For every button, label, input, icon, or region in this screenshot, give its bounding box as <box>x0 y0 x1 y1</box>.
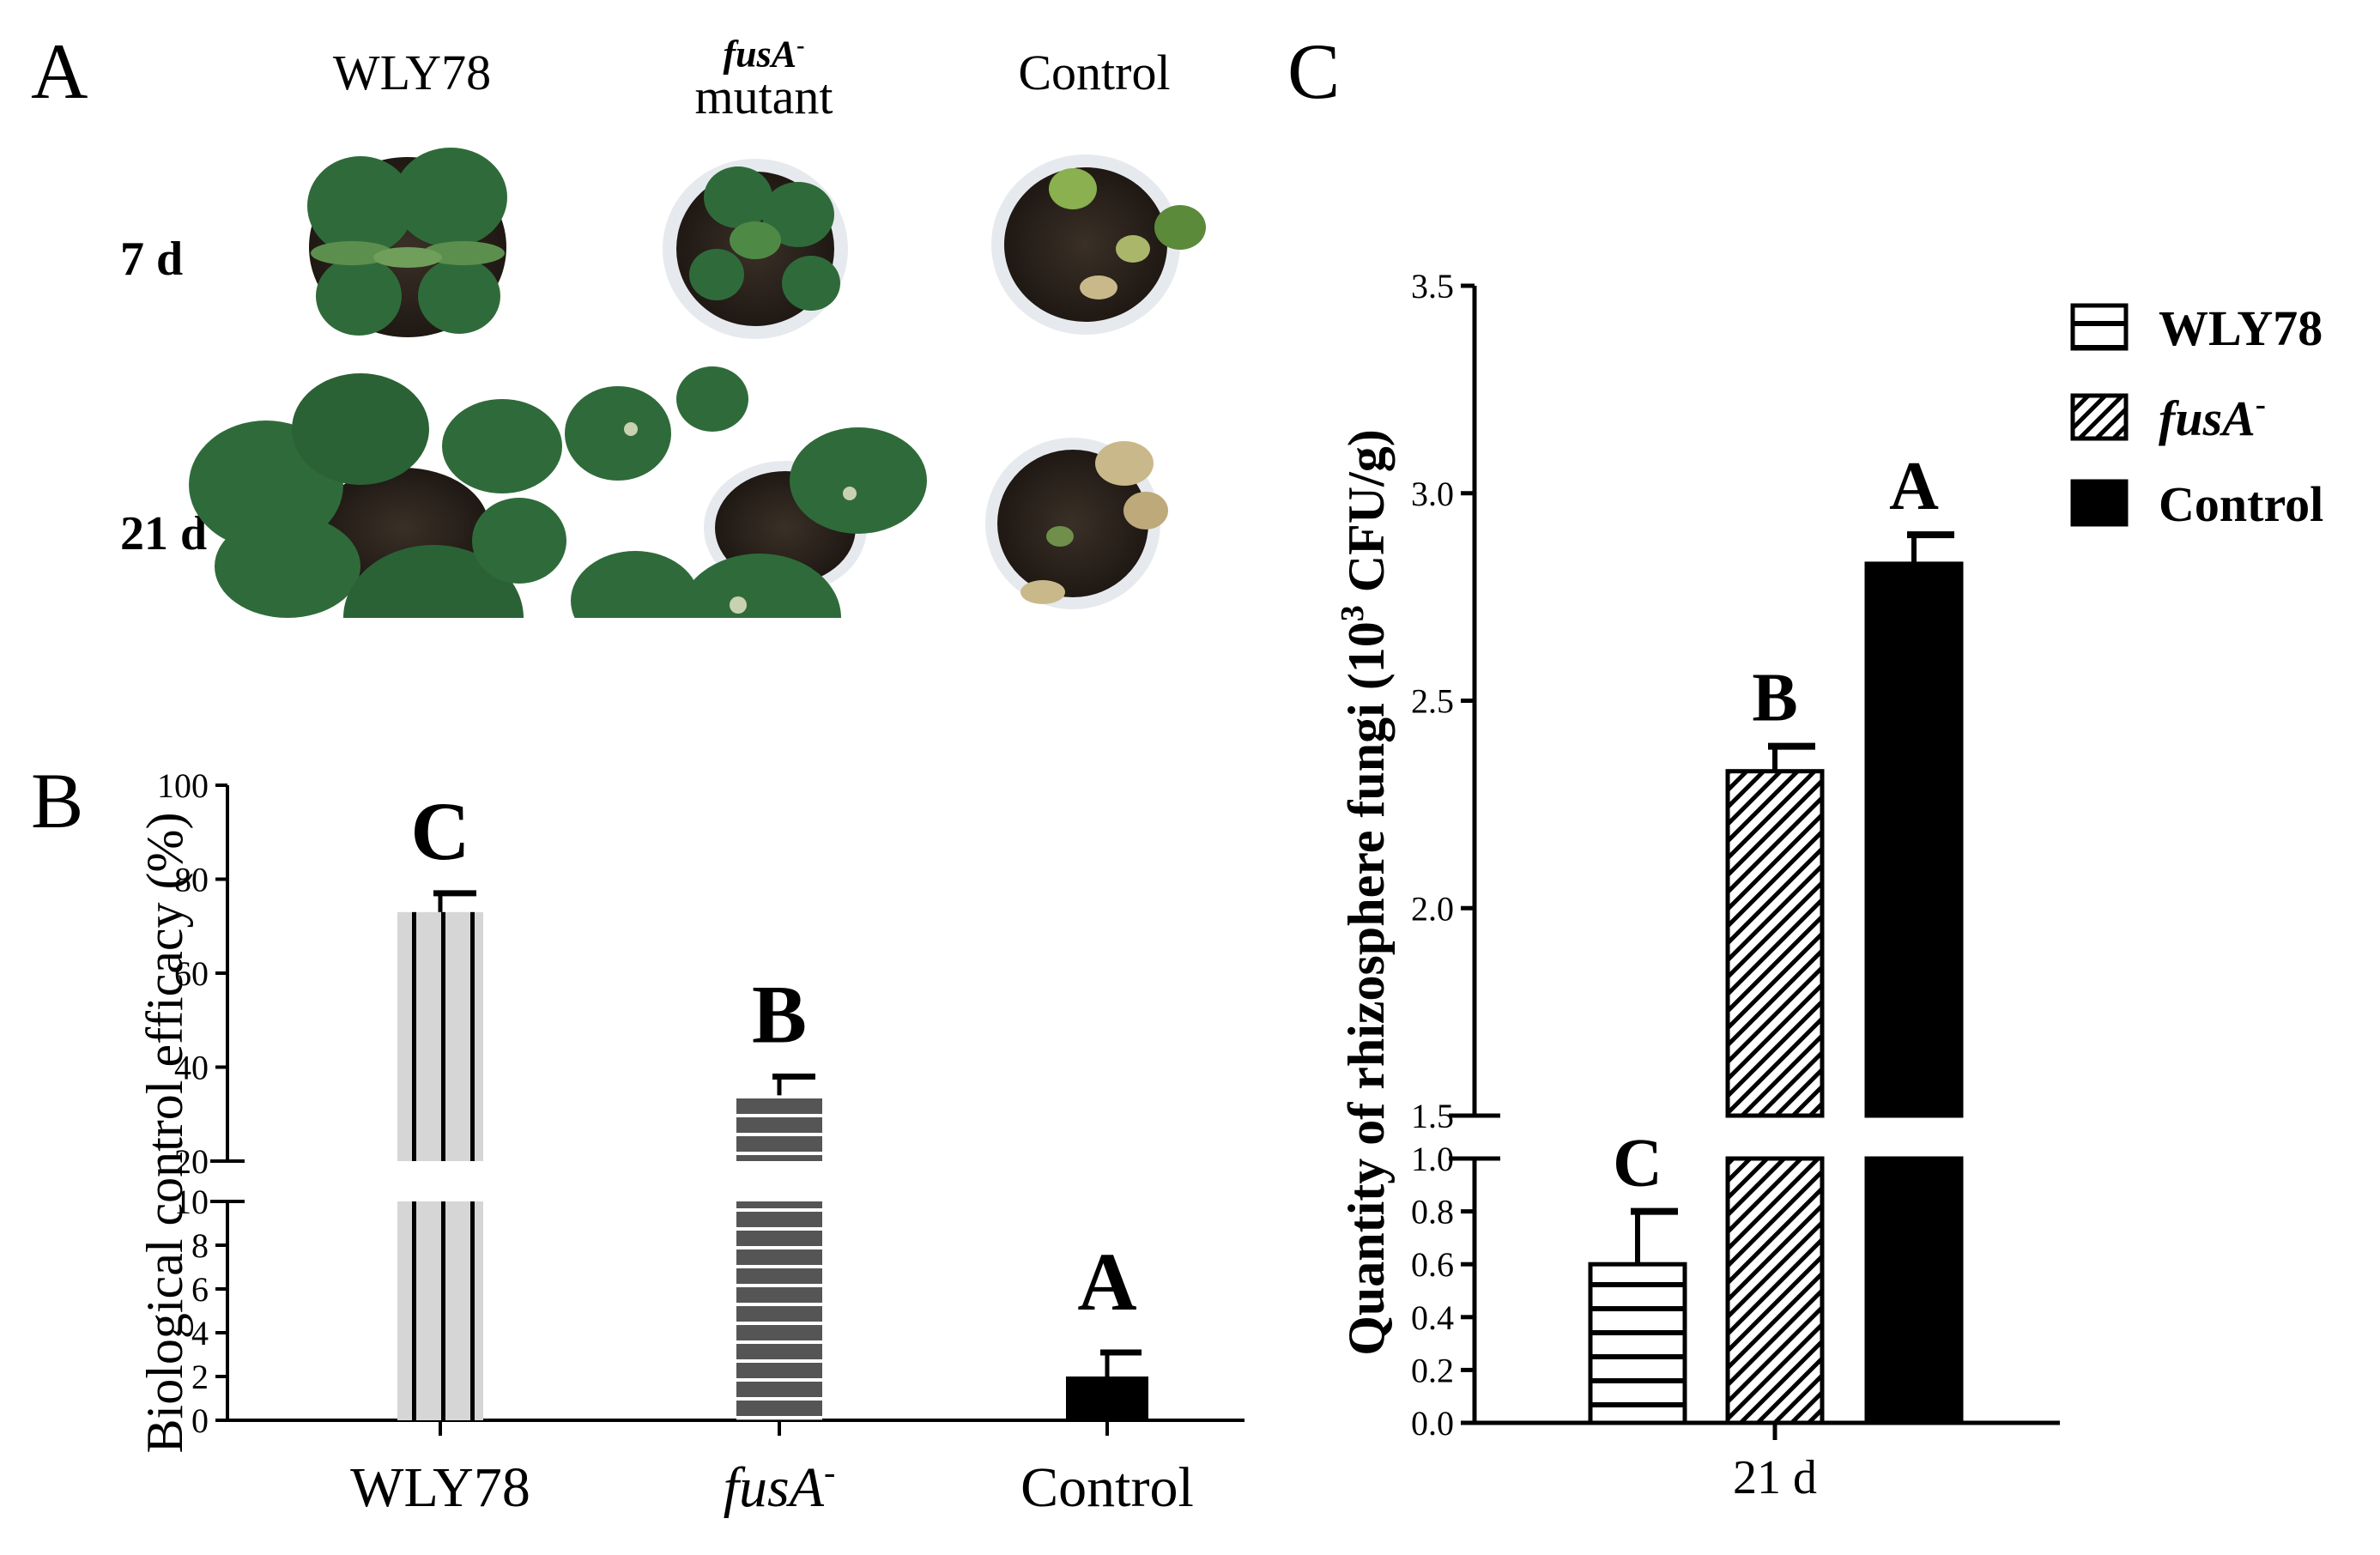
chart-c-ytick-label: 2.5 <box>1411 682 1454 721</box>
photo-21d-fusa <box>565 366 927 618</box>
chart-b-ytick-label: 0 <box>191 1401 209 1440</box>
chart-c-sig-letter: A <box>1889 449 1939 524</box>
chart-b-ytick-label: 40 <box>174 1049 209 1087</box>
chart-b-ytick-label: 20 <box>174 1142 209 1181</box>
chart-b-ytick-label: 2 <box>191 1358 209 1396</box>
chart-c-ytick-label: 3.0 <box>1411 475 1454 513</box>
column-header-fusa-sup: - <box>796 33 805 59</box>
chart-c-ytick-label: 0.2 <box>1411 1351 1454 1389</box>
chart-b-xtick-label-text: Control <box>1020 1456 1194 1519</box>
chart-c-legend-label: Control <box>2159 476 2323 532</box>
chart-b-ytick-label: 6 <box>191 1270 209 1309</box>
photo-grid <box>189 148 1206 618</box>
chart-b-xtick-label-text: WLY78 <box>350 1456 530 1519</box>
chart-b-ytick-label: 8 <box>191 1226 209 1265</box>
chart-b-ytick-label: 80 <box>174 861 209 899</box>
chart-b-ytick-label: 60 <box>174 954 209 993</box>
chart-b-bar-upper <box>397 911 483 1161</box>
column-header-fusa-name: fusA- <box>661 34 867 74</box>
chart-b-ytick-label: 4 <box>191 1314 209 1352</box>
chart-c-bar <box>1588 1262 1687 1425</box>
chart-b-bar-lower <box>736 1201 822 1420</box>
chart-c-ytick-label: 0.4 <box>1411 1298 1454 1337</box>
chart-c-bar-upper <box>1864 561 1964 1118</box>
chart-c-ytick-label: 1.0 <box>1411 1140 1454 1178</box>
chart-c-bar-lower <box>1864 1156 1964 1425</box>
column-header-fusa-sub: mutant <box>694 68 833 124</box>
photo-7d-control <box>991 154 1206 335</box>
photo-7d-fusa <box>663 159 848 339</box>
photo-21d-control <box>985 438 1168 609</box>
chart-b-bar <box>1066 1377 1148 1420</box>
chart-b-xtick-label: fusA- <box>724 1453 836 1519</box>
chart-c-sig-letter: C <box>1613 1126 1662 1201</box>
column-header-fusa-text: fusA <box>723 33 797 76</box>
column-header-control-text: Control <box>1018 45 1171 100</box>
chart-c-xlabel: 21 d <box>1733 1451 1817 1504</box>
chart-c-sig-letter: B <box>1752 661 1797 736</box>
chart-b: Biological control efficacy (%) 0 2 4 6 8 102… <box>136 766 1245 1519</box>
photo-21d-wly78 <box>189 373 566 618</box>
column-header-wly78: WLY78 <box>309 48 515 98</box>
chart-c-legend-swatch <box>2070 303 2129 351</box>
chart-c-ylabel-main: Quantity of rhizosphere fungi (10 <box>1338 621 1395 1356</box>
column-header-wly78-text: WLY78 <box>332 45 492 100</box>
chart-c-bar-upper <box>1725 769 1825 1118</box>
chart-c-ytick-label: 1.5 <box>1411 1097 1454 1135</box>
column-header-control: Control <box>991 48 1197 98</box>
panel-label-b: B <box>31 757 84 844</box>
chart-b-xtick-label: WLY78 <box>350 1456 530 1519</box>
chart-c-ytick-label: 0.6 <box>1411 1245 1454 1284</box>
chart-c-legend-label-sup: - <box>2256 387 2266 421</box>
chart-c-ylabel: Quantity of rhizosphere fungi (103 CFU/g… <box>1335 429 1395 1356</box>
chart-c-legend-swatch <box>2070 479 2129 527</box>
chart-c-ytick-label: 0.0 <box>1411 1404 1454 1443</box>
chart-c-ytick-label: 3.5 <box>1411 267 1454 306</box>
panel-label-c: C <box>1287 27 1341 115</box>
chart-c-ytick-label: 0.8 <box>1411 1193 1454 1231</box>
chart-c-legend-swatch <box>2070 393 2129 441</box>
chart-c-plot: 0.0 0.2 0.4 0.6 0.8 1.0 1.5 2.0 2.5 3.0 3.5 C B A 21 d… <box>1411 267 2323 1504</box>
chart-b-xtick-label-text: fusA <box>724 1456 825 1519</box>
chart-c-ylabel-tail: CFU/g) <box>1338 429 1395 605</box>
row-label-21d: 21 d <box>120 507 208 560</box>
chart-c-legend-label-text: Control <box>2159 476 2323 532</box>
column-header-fusa: fusA- mutant <box>661 34 867 122</box>
chart-b-bar-lower <box>397 1201 483 1420</box>
chart-c-ytick-label: 2.0 <box>1411 889 1454 928</box>
chart-b-bar-upper <box>736 1095 822 1161</box>
chart-b-xtick-label: Control <box>1020 1456 1194 1519</box>
panel-label-a: A <box>31 27 88 115</box>
chart-c: Quantity of rhizosphere fungi (103 CFU/g… <box>1335 267 2323 1504</box>
chart-b-sig-letter: C <box>410 785 469 877</box>
chart-c-legend-label-text: WLY78 <box>2159 300 2322 356</box>
row-label-7d: 7 d <box>120 233 184 286</box>
chart-c-ylabel-sup: 3 <box>1335 605 1371 621</box>
chart-c-legend-label: fusA- <box>2159 387 2266 446</box>
chart-b-sig-letter: B <box>752 968 807 1060</box>
photo-7d-wly78 <box>307 148 507 337</box>
chart-c-legend-label-text: fusA <box>2159 390 2256 446</box>
chart-b-sig-letter: A <box>1077 1236 1136 1328</box>
chart-b-xtick-label-sup: - <box>824 1453 835 1491</box>
chart-b-ytick-label: 100 <box>157 766 209 805</box>
chart-c-legend-label: WLY78 <box>2159 300 2322 356</box>
chart-c-bar-lower <box>1725 1156 1825 1425</box>
chart-b-ylabel: Biological control efficacy (%) <box>136 813 193 1454</box>
chart-b-ytick-label: 10 <box>174 1183 209 1221</box>
